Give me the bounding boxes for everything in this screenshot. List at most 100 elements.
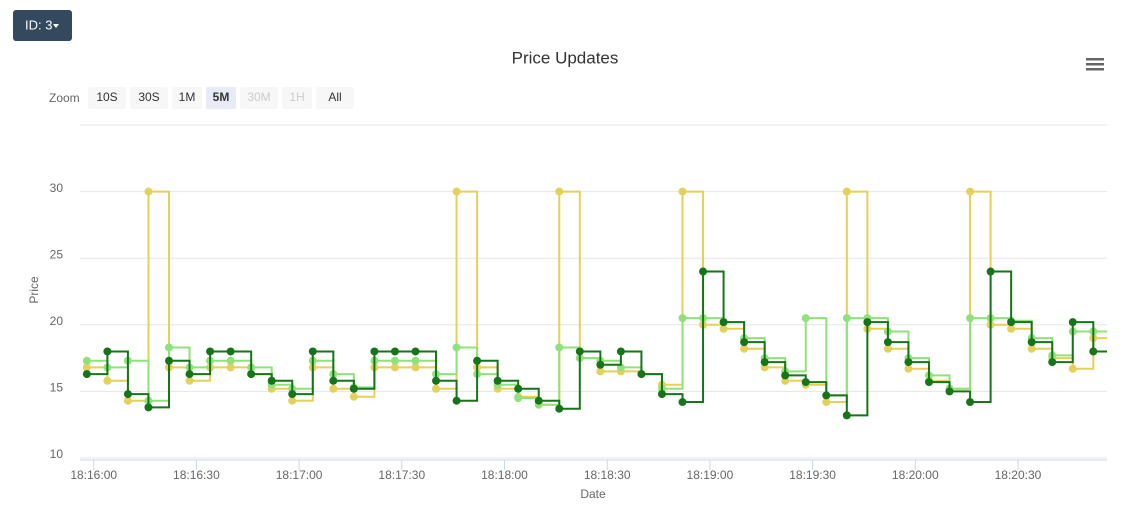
point <box>863 318 872 327</box>
zoom-button-label: 1H <box>289 90 304 104</box>
point <box>842 411 851 420</box>
step-line <box>86 270 1107 417</box>
point <box>514 394 523 403</box>
x-tick-label: 18:18:30 <box>584 468 631 482</box>
x-tick-label: 18:18:00 <box>481 468 528 482</box>
zoom-button <box>282 87 312 109</box>
point <box>596 360 605 369</box>
x-tick-label: 18:16:00 <box>70 468 117 482</box>
point <box>329 376 338 385</box>
x-tick-label: 18:19:00 <box>687 468 734 482</box>
point <box>226 347 235 356</box>
point <box>883 338 892 347</box>
point <box>986 267 995 276</box>
point <box>82 363 91 372</box>
point <box>411 347 420 356</box>
point <box>637 370 646 379</box>
point <box>206 347 215 356</box>
id-button[interactable] <box>13 10 72 41</box>
point <box>390 356 399 365</box>
point <box>966 187 975 196</box>
point <box>329 384 338 393</box>
point <box>719 318 728 327</box>
point <box>432 384 441 393</box>
y-tick-label: 25 <box>50 247 64 261</box>
point <box>1068 364 1077 373</box>
point <box>390 363 399 372</box>
point <box>411 356 420 365</box>
zoom-button[interactable] <box>88 87 126 109</box>
x-tick-label: 18:17:00 <box>276 468 323 482</box>
point <box>904 358 913 367</box>
point <box>801 378 810 387</box>
point <box>82 356 91 365</box>
point <box>247 370 256 379</box>
y-tick-label: 20 <box>50 314 64 328</box>
id-button-label: ID: 3 <box>25 17 52 32</box>
point <box>185 376 194 385</box>
point <box>534 396 543 405</box>
zoom-button-label: All <box>328 90 341 104</box>
point <box>267 376 276 385</box>
chart-title: Price Updates <box>512 48 619 67</box>
point <box>123 396 132 405</box>
point <box>226 356 235 365</box>
point <box>657 390 666 399</box>
zoom-button-label: 1M <box>179 90 196 104</box>
y-tick-label: 15 <box>50 381 64 395</box>
point <box>144 187 153 196</box>
y-tick-label: 30 <box>50 181 64 195</box>
point <box>699 267 708 276</box>
point <box>82 370 91 379</box>
x-tick-label: 18:20:30 <box>995 468 1042 482</box>
point <box>1027 344 1036 353</box>
point <box>1089 347 1098 356</box>
zoom-button[interactable] <box>206 87 236 109</box>
zoom-button-label: 30M <box>247 90 270 104</box>
point <box>966 314 975 323</box>
zoom-button[interactable] <box>316 87 354 109</box>
menu-icon[interactable] <box>1086 58 1104 71</box>
point <box>945 387 954 396</box>
point <box>924 378 933 387</box>
point <box>123 390 132 399</box>
point <box>801 314 810 323</box>
zoom-button <box>240 87 278 109</box>
point <box>349 392 358 401</box>
zoom-button[interactable] <box>130 87 168 109</box>
zoom-button-label: 5M <box>213 90 230 104</box>
point <box>411 363 420 372</box>
point <box>493 376 502 385</box>
point <box>555 187 564 196</box>
y-tick-label: 10 <box>50 447 64 461</box>
point <box>349 384 358 393</box>
point <box>370 347 379 356</box>
point <box>966 398 975 407</box>
point <box>1048 358 1057 367</box>
point <box>432 376 441 385</box>
point <box>514 384 523 393</box>
point <box>452 187 461 196</box>
x-tick-label: 18:19:30 <box>789 468 836 482</box>
point <box>288 390 297 399</box>
point <box>842 314 851 323</box>
zoom-label: Zoom <box>49 91 80 105</box>
point <box>165 356 174 365</box>
point <box>1027 338 1036 347</box>
point <box>740 338 749 347</box>
zoom-button[interactable] <box>172 87 202 109</box>
point <box>103 376 112 385</box>
point <box>678 187 687 196</box>
point <box>288 396 297 405</box>
point <box>842 187 851 196</box>
point <box>473 356 482 365</box>
point <box>103 347 112 356</box>
y-axis-title: Price <box>27 276 41 304</box>
point <box>452 343 461 352</box>
point <box>781 371 790 380</box>
point <box>883 344 892 353</box>
point <box>575 347 584 356</box>
point <box>308 347 317 356</box>
point <box>452 396 461 405</box>
point <box>555 343 564 352</box>
